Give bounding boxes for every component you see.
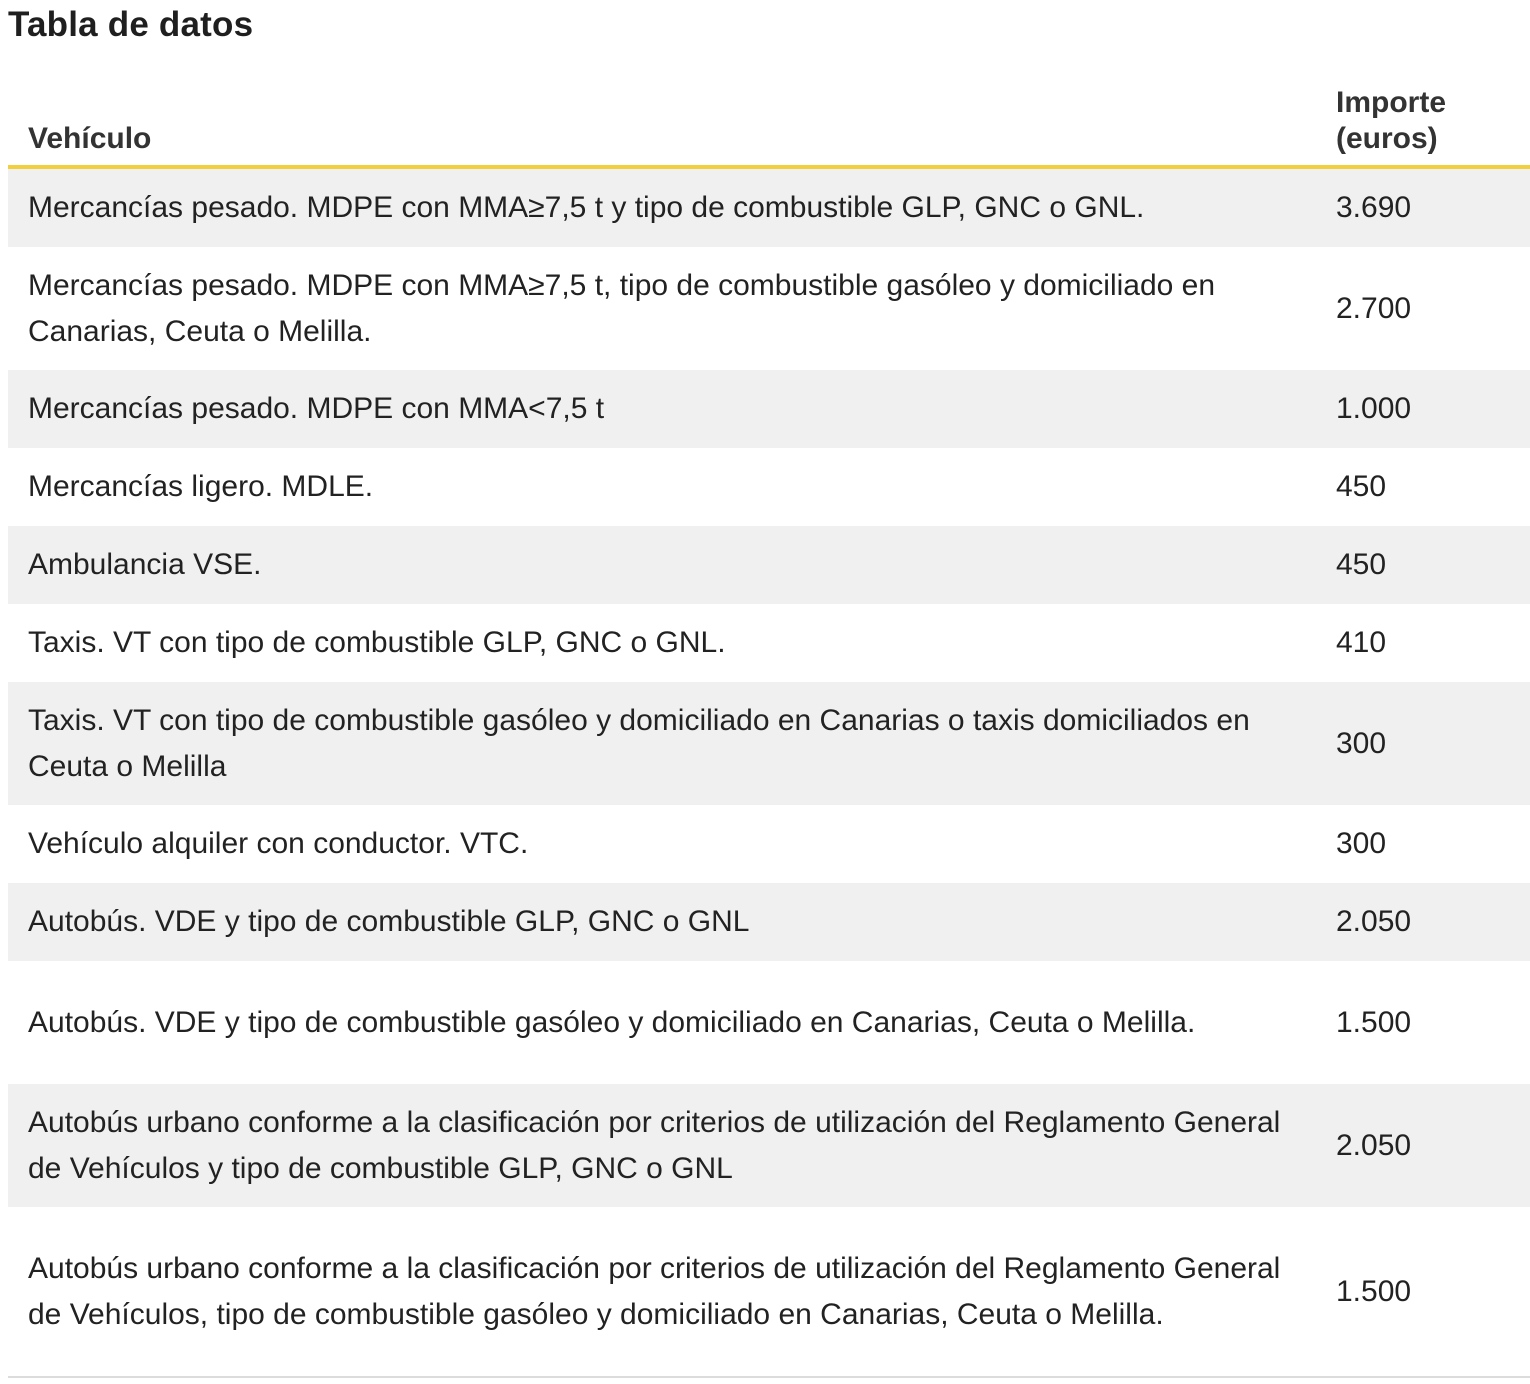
table-body: Mercancías pesado. MDPE con MMA≥7,5 t y …: [8, 167, 1530, 1378]
amount-cell: 1.000: [1316, 370, 1530, 448]
amount-cell: 1.500: [1316, 1207, 1530, 1378]
vehicle-cell: Mercancías ligero. MDLE.: [8, 448, 1316, 526]
table-row: Autobús urbano conforme a la clasificaci…: [8, 1207, 1530, 1378]
table-row: Mercancías ligero. MDLE. 450: [8, 448, 1530, 526]
column-header-amount: Importe (euros): [1316, 84, 1530, 169]
amount-cell: 1.500: [1316, 961, 1530, 1084]
header-row: Vehículo Importe (euros): [8, 84, 1530, 169]
table-row: Mercancías pesado. MDPE con MMA≥7,5 t y …: [8, 167, 1530, 247]
vehicle-cell: Autobús urbano conforme a la clasificaci…: [8, 1207, 1316, 1378]
table-row: Mercancías pesado. MDPE con MMA<7,5 t 1.…: [8, 370, 1530, 448]
amount-cell: 2.050: [1316, 883, 1530, 961]
vehicle-cell: Autobús. VDE y tipo de combustible GLP, …: [8, 883, 1316, 961]
page-title: Tabla de datos: [8, 5, 254, 44]
table-row: Taxis. VT con tipo de combustible gasóle…: [8, 682, 1530, 805]
amount-cell: 300: [1316, 682, 1530, 805]
vehicle-cell: Taxis. VT con tipo de combustible gasóle…: [8, 682, 1316, 805]
amount-cell: 3.690: [1316, 167, 1530, 247]
table-row: Mercancías pesado. MDPE con MMA≥7,5 t, t…: [8, 247, 1530, 370]
table-row: Vehículo alquiler con conductor. VTC. 30…: [8, 805, 1530, 883]
table-row: Autobús. VDE y tipo de combustible GLP, …: [8, 883, 1530, 961]
amount-cell: 2.050: [1316, 1084, 1530, 1207]
vehicle-cell: Mercancías pesado. MDPE con MMA≥7,5 t, t…: [8, 247, 1316, 370]
table-row: Autobús. VDE y tipo de combustible gasól…: [8, 961, 1530, 1084]
column-header-vehicle: Vehículo: [8, 84, 1316, 169]
table-row: Autobús urbano conforme a la clasificaci…: [8, 1084, 1530, 1207]
amount-cell: 410: [1316, 604, 1530, 682]
table-row: Taxis. VT con tipo de combustible GLP, G…: [8, 604, 1530, 682]
vehicle-cell: Autobús. VDE y tipo de combustible gasól…: [8, 961, 1316, 1084]
amount-cell: 2.700: [1316, 247, 1530, 370]
vehicle-cell: Vehículo alquiler con conductor. VTC.: [8, 805, 1316, 883]
amount-cell: 300: [1316, 805, 1530, 883]
vehicle-cell: Autobús urbano conforme a la clasificaci…: [8, 1084, 1316, 1207]
vehicle-cell: Mercancías pesado. MDPE con MMA<7,5 t: [8, 370, 1316, 448]
amount-cell: 450: [1316, 448, 1530, 526]
table-row: Ambulancia VSE. 450: [8, 526, 1530, 604]
table-header: Vehículo Importe (euros): [8, 84, 1530, 169]
vehicle-cell: Mercancías pesado. MDPE con MMA≥7,5 t y …: [8, 167, 1316, 247]
amount-cell: 450: [1316, 526, 1530, 604]
vehicle-cell: Ambulancia VSE.: [8, 526, 1316, 604]
vehicle-cell: Taxis. VT con tipo de combustible GLP, G…: [8, 604, 1316, 682]
data-table: Vehículo Importe (euros) Mercancías pesa…: [8, 84, 1530, 1378]
